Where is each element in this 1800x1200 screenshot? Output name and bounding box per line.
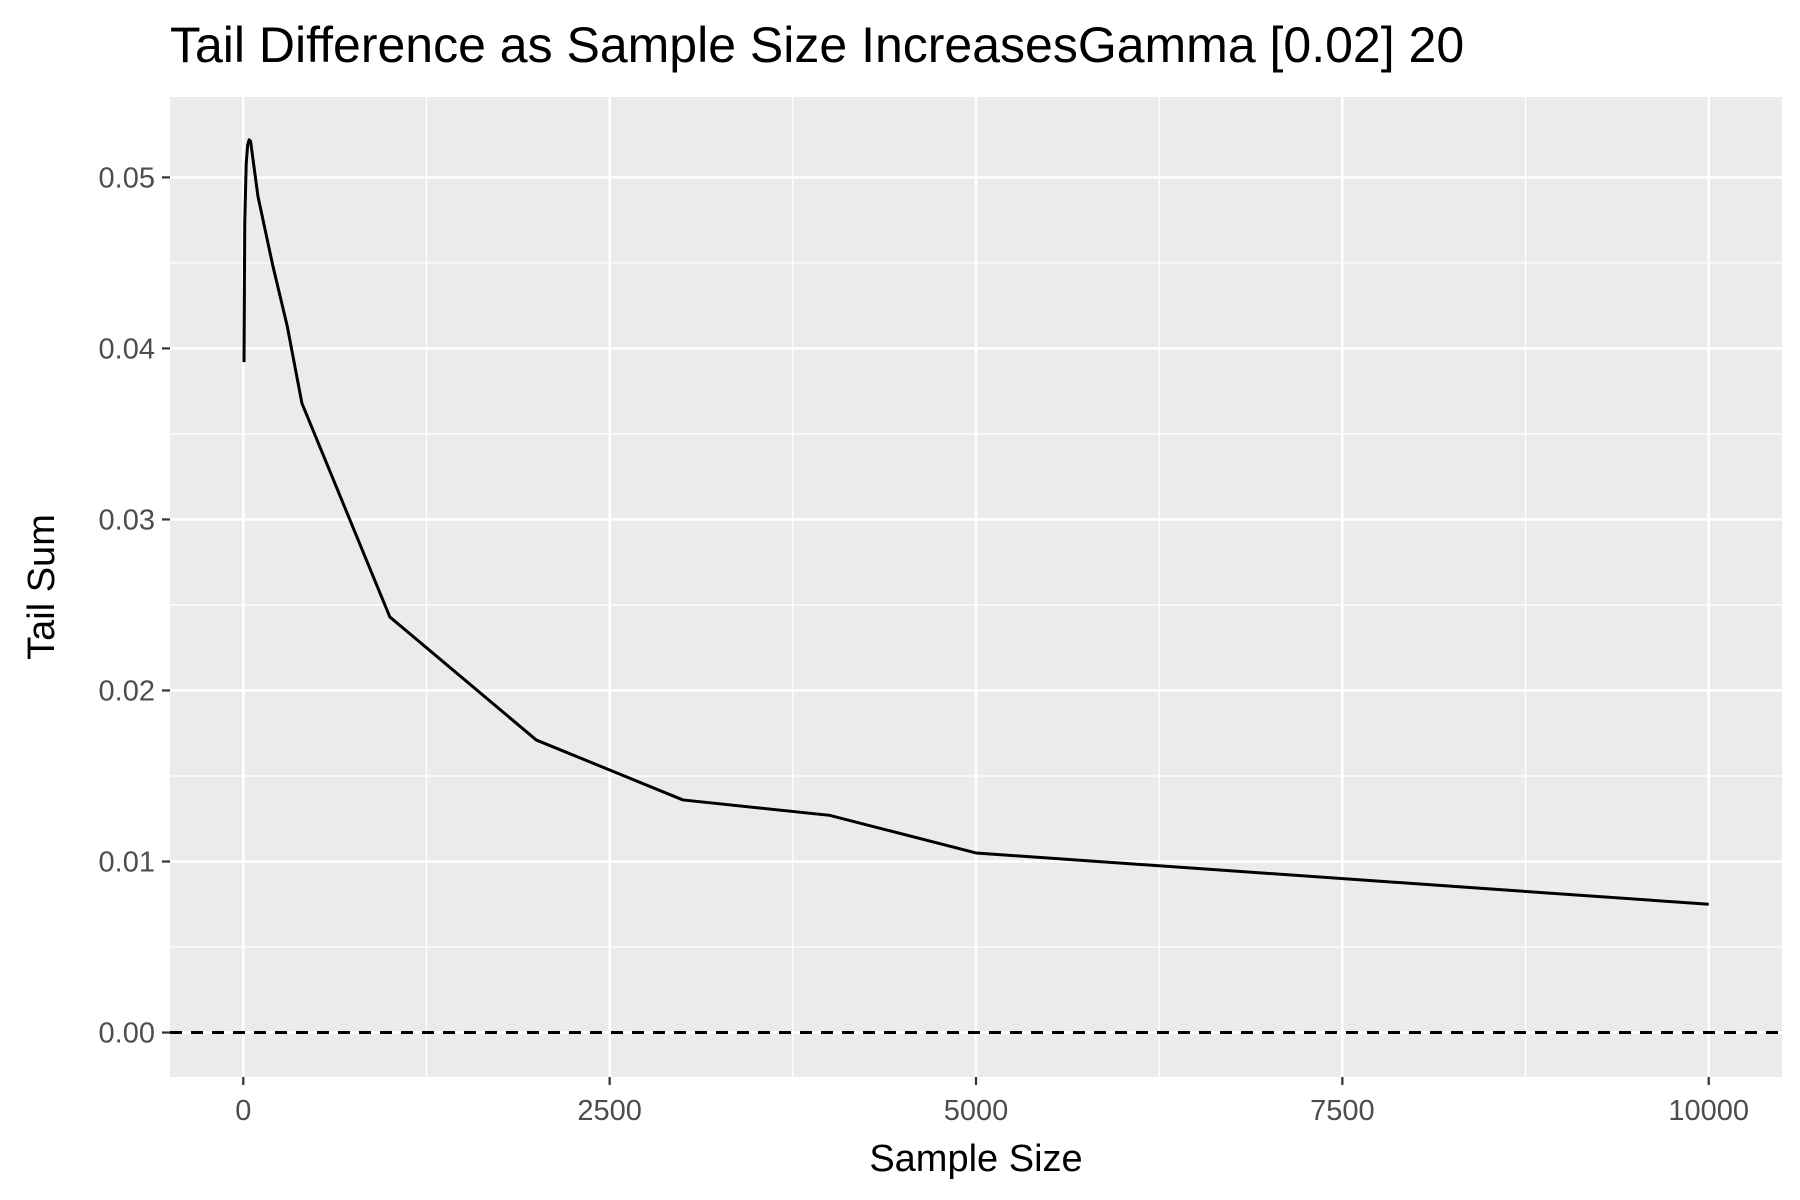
y-tick-label: 0.04: [99, 333, 155, 365]
x-tick-label: 10000: [1668, 1095, 1749, 1127]
y-tick-label: 0.01: [99, 847, 155, 879]
y-axis-title: Tail Sum: [21, 514, 63, 660]
y-tick-label: 0.02: [99, 675, 155, 707]
chart-title: Tail Difference as Sample Size Increases…: [170, 17, 1464, 73]
y-axis: 0.00 0.01 0.02 0.03 0.04 0.05: [99, 162, 170, 1050]
x-tick-label: 7500: [1310, 1095, 1375, 1127]
y-tick-label: 0.05: [99, 162, 155, 194]
x-tick-label: 0: [235, 1095, 251, 1127]
series-line: [242, 138, 1709, 906]
x-tick-label: 2500: [577, 1095, 642, 1127]
x-tick-label: 5000: [944, 1095, 1009, 1127]
x-axis: 0 2500 5000 7500 10000: [235, 1077, 1749, 1127]
y-tick-label: 0.03: [99, 504, 155, 536]
series-layer: [242, 138, 1709, 906]
y-tick-label: 0.00: [99, 1018, 155, 1050]
x-axis-title: Sample Size: [869, 1138, 1082, 1180]
